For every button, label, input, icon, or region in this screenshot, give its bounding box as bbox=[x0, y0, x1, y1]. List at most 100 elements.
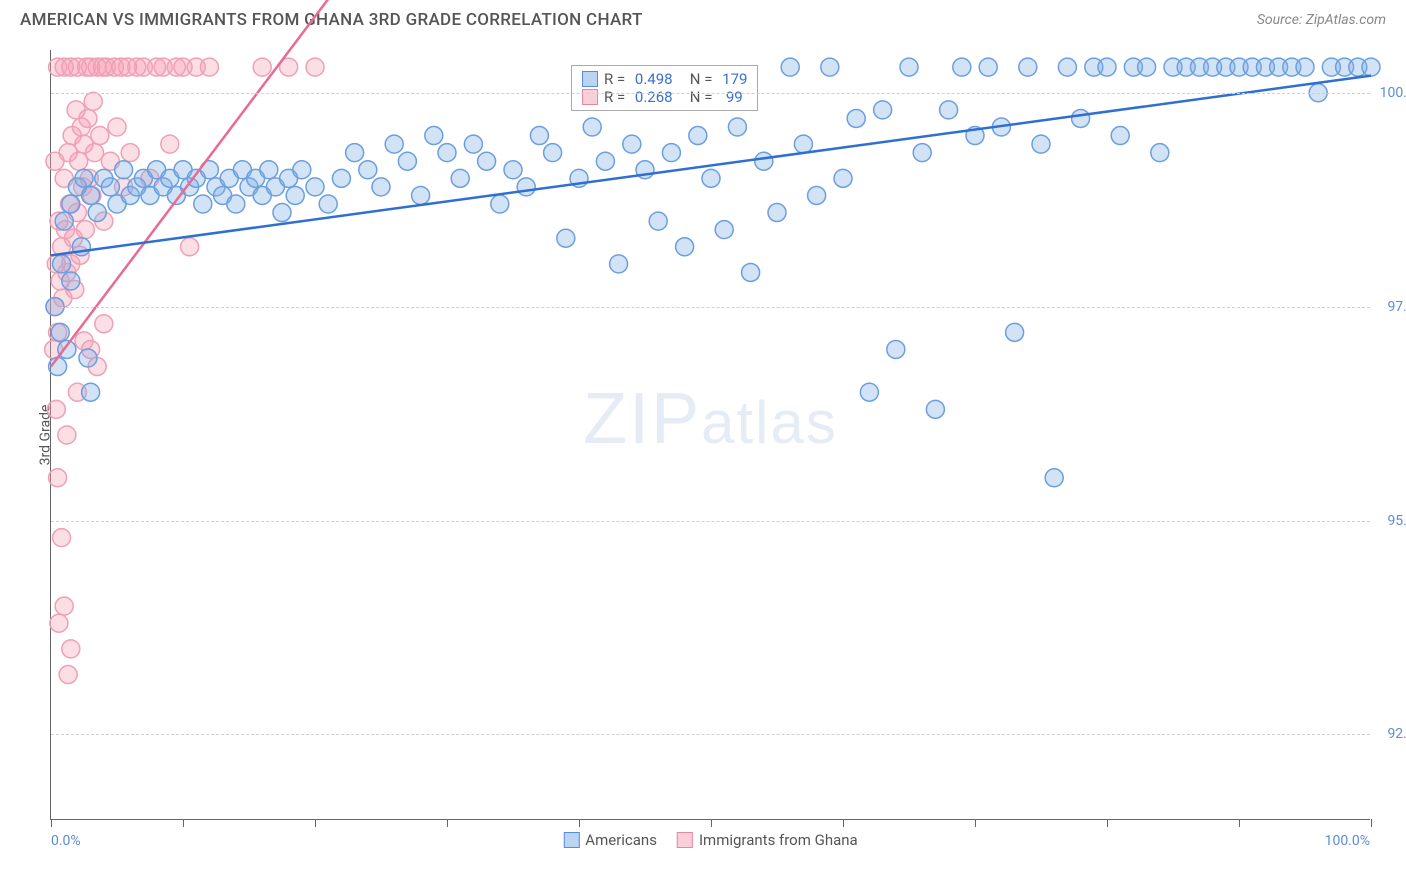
scatter-point bbox=[1058, 58, 1076, 76]
grid-line bbox=[51, 521, 1370, 522]
scatter-point bbox=[728, 118, 746, 136]
scatter-point bbox=[82, 186, 100, 204]
scatter-point bbox=[794, 135, 812, 153]
scatter-point bbox=[55, 597, 73, 615]
scatter-point bbox=[887, 340, 905, 358]
scatter-point bbox=[1098, 58, 1116, 76]
scatter-point bbox=[768, 204, 786, 222]
scatter-point bbox=[47, 400, 65, 418]
scatter-point bbox=[610, 255, 628, 273]
scatter-point bbox=[702, 169, 720, 187]
scatter-point bbox=[557, 229, 575, 247]
scatter-point bbox=[1111, 127, 1129, 145]
y-tick-label: 97.5% bbox=[1387, 299, 1406, 315]
scatter-point bbox=[293, 161, 311, 179]
scatter-point bbox=[425, 127, 443, 145]
scatter-point bbox=[953, 58, 971, 76]
scatter-point bbox=[860, 383, 878, 401]
scatter-point bbox=[76, 221, 94, 239]
legend-n-pink: 99 bbox=[726, 88, 743, 106]
bottom-swatch-pink bbox=[677, 832, 693, 848]
bottom-legend: Americans Immigrants from Ghana bbox=[563, 831, 857, 849]
scatter-point bbox=[115, 161, 133, 179]
scatter-point bbox=[200, 58, 218, 76]
scatter-point bbox=[227, 195, 245, 213]
scatter-point bbox=[834, 169, 852, 187]
scatter-point bbox=[689, 127, 707, 145]
y-tick-label: 95.0% bbox=[1387, 513, 1406, 529]
scatter-point bbox=[79, 349, 97, 367]
x-tick bbox=[1239, 819, 1240, 827]
scatter-point bbox=[49, 469, 67, 487]
scatter-point bbox=[306, 58, 324, 76]
legend-row-blue: R = 0.498 N = 179 bbox=[582, 70, 747, 88]
y-tick-label: 92.5% bbox=[1387, 726, 1406, 742]
scatter-point bbox=[273, 204, 291, 222]
scatter-point bbox=[346, 144, 364, 162]
scatter-point bbox=[88, 204, 106, 222]
scatter-point bbox=[1138, 58, 1156, 76]
scatter-point bbox=[82, 383, 100, 401]
scatter-point bbox=[62, 272, 80, 290]
scatter-point bbox=[53, 255, 71, 273]
scatter-point bbox=[59, 666, 77, 684]
scatter-point bbox=[62, 195, 80, 213]
scatter-point bbox=[286, 186, 304, 204]
scatter-point bbox=[900, 58, 918, 76]
scatter-point bbox=[451, 169, 469, 187]
scatter-point bbox=[926, 400, 944, 418]
scatter-point bbox=[596, 152, 614, 170]
scatter-point bbox=[108, 118, 126, 136]
legend-swatch-pink bbox=[582, 89, 598, 105]
scatter-point bbox=[79, 109, 97, 127]
scatter-point bbox=[50, 614, 68, 632]
scatter-point bbox=[1072, 109, 1090, 127]
legend-row-pink: R = 0.268 N = 99 bbox=[582, 88, 747, 106]
chart-header: AMERICAN VS IMMIGRANTS FROM GHANA 3RD GR… bbox=[0, 0, 1406, 35]
scatter-point bbox=[95, 315, 113, 333]
scatter-point bbox=[821, 58, 839, 76]
scatter-point bbox=[181, 238, 199, 256]
scatter-point bbox=[808, 186, 826, 204]
scatter-point bbox=[623, 135, 641, 153]
scatter-point bbox=[438, 144, 456, 162]
scatter-point bbox=[161, 135, 179, 153]
scatter-point bbox=[755, 152, 773, 170]
scatter-point bbox=[583, 118, 601, 136]
grid-line bbox=[51, 307, 1370, 308]
scatter-point bbox=[662, 144, 680, 162]
scatter-point bbox=[1362, 58, 1380, 76]
scatter-point bbox=[306, 178, 324, 196]
legend-stats-box: R = 0.498 N = 179 R = 0.268 N = 99 bbox=[571, 65, 758, 111]
scatter-point bbox=[913, 144, 931, 162]
scatter-point bbox=[940, 101, 958, 119]
scatter-point bbox=[781, 58, 799, 76]
scatter-point bbox=[676, 238, 694, 256]
scatter-point bbox=[70, 152, 88, 170]
chart-container: 3rd Grade ZIPatlas R = 0.498 N = 179 R =… bbox=[50, 50, 1370, 820]
scatter-point bbox=[1296, 58, 1314, 76]
scatter-point bbox=[53, 529, 71, 547]
x-tick bbox=[843, 819, 844, 827]
scatter-point bbox=[1045, 469, 1063, 487]
x-tick bbox=[579, 819, 580, 827]
scatter-point bbox=[86, 144, 104, 162]
bottom-label-pink: Immigrants from Ghana bbox=[699, 831, 858, 849]
x-tick bbox=[51, 819, 52, 827]
legend-r-pink: 0.268 bbox=[635, 88, 673, 106]
bottom-label-blue: Americans bbox=[585, 831, 657, 849]
y-tick-label: 100.0% bbox=[1380, 85, 1406, 101]
scatter-point bbox=[332, 169, 350, 187]
scatter-point bbox=[68, 58, 86, 76]
scatter-point bbox=[847, 109, 865, 127]
scatter-point bbox=[91, 127, 109, 145]
x-tick bbox=[315, 819, 316, 827]
scatter-point bbox=[385, 135, 403, 153]
chart-source: Source: ZipAtlas.com bbox=[1257, 12, 1386, 28]
scatter-point bbox=[372, 178, 390, 196]
scatter-point bbox=[649, 212, 667, 230]
scatter-point bbox=[398, 152, 416, 170]
scatter-point bbox=[874, 101, 892, 119]
scatter-point bbox=[742, 263, 760, 281]
scatter-point bbox=[51, 323, 69, 341]
